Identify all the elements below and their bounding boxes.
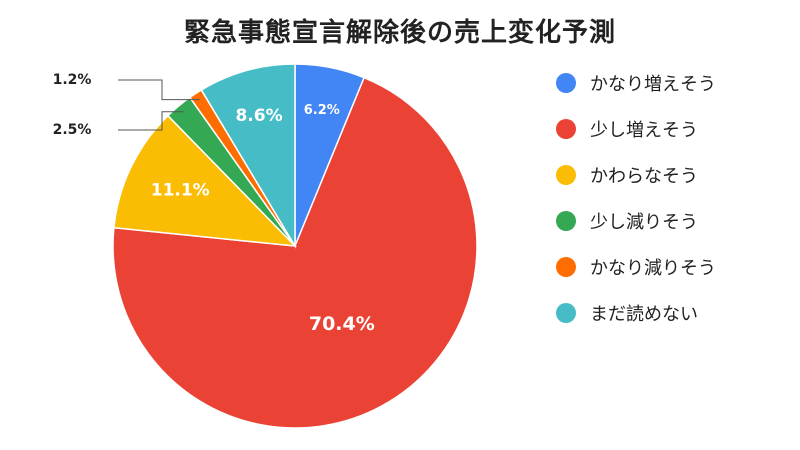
legend-label: 少し増えそう [590, 120, 698, 141]
legend-item-4: 少し減りそう [556, 198, 796, 244]
slice-label-3: 11.1% [151, 181, 210, 201]
legend-item-5: かなり減りそう [556, 244, 796, 290]
leader-line-5 [118, 79, 200, 101]
legend-label: 少し減りそう [590, 212, 698, 233]
chart-title: 緊急事態宣言解除後の売上変化予測 [183, 18, 616, 48]
legend-item-6: まだ読めない [556, 290, 796, 336]
legend-swatch [556, 73, 576, 93]
legend-label: かなり減りそう [590, 258, 716, 279]
slice-label-4: 2.5% [53, 122, 92, 138]
legend-item-2: 少し増えそう [556, 106, 796, 152]
legend-item-1: かなり増えそう [556, 60, 796, 106]
slice-label-5: 1.2% [53, 72, 92, 88]
legend-label: かわらなそう [590, 166, 698, 187]
slice-label-2: 70.4% [309, 313, 375, 335]
pie-slice-2 [112, 76, 478, 429]
leader-line-4 [118, 111, 184, 131]
legend-swatch [556, 165, 576, 185]
legend-swatch [556, 211, 576, 231]
pie-slice-6 [200, 63, 296, 249]
legend-label: まだ読めない [590, 304, 698, 325]
pie-slice-3 [113, 114, 297, 247]
legend-swatch [556, 119, 576, 139]
legend: かなり増えそう 少し増えそう かわらなそう 少し減りそう かなり減りそう まだ読めない [556, 60, 796, 336]
legend-swatch [556, 303, 576, 323]
legend-label: かなり増えそう [590, 74, 716, 95]
legend-swatch [556, 257, 576, 277]
slice-label-1: 6.2% [304, 103, 340, 118]
slice-label-6: 8.6% [235, 106, 282, 126]
legend-item-3: かわらなそう [556, 152, 796, 198]
